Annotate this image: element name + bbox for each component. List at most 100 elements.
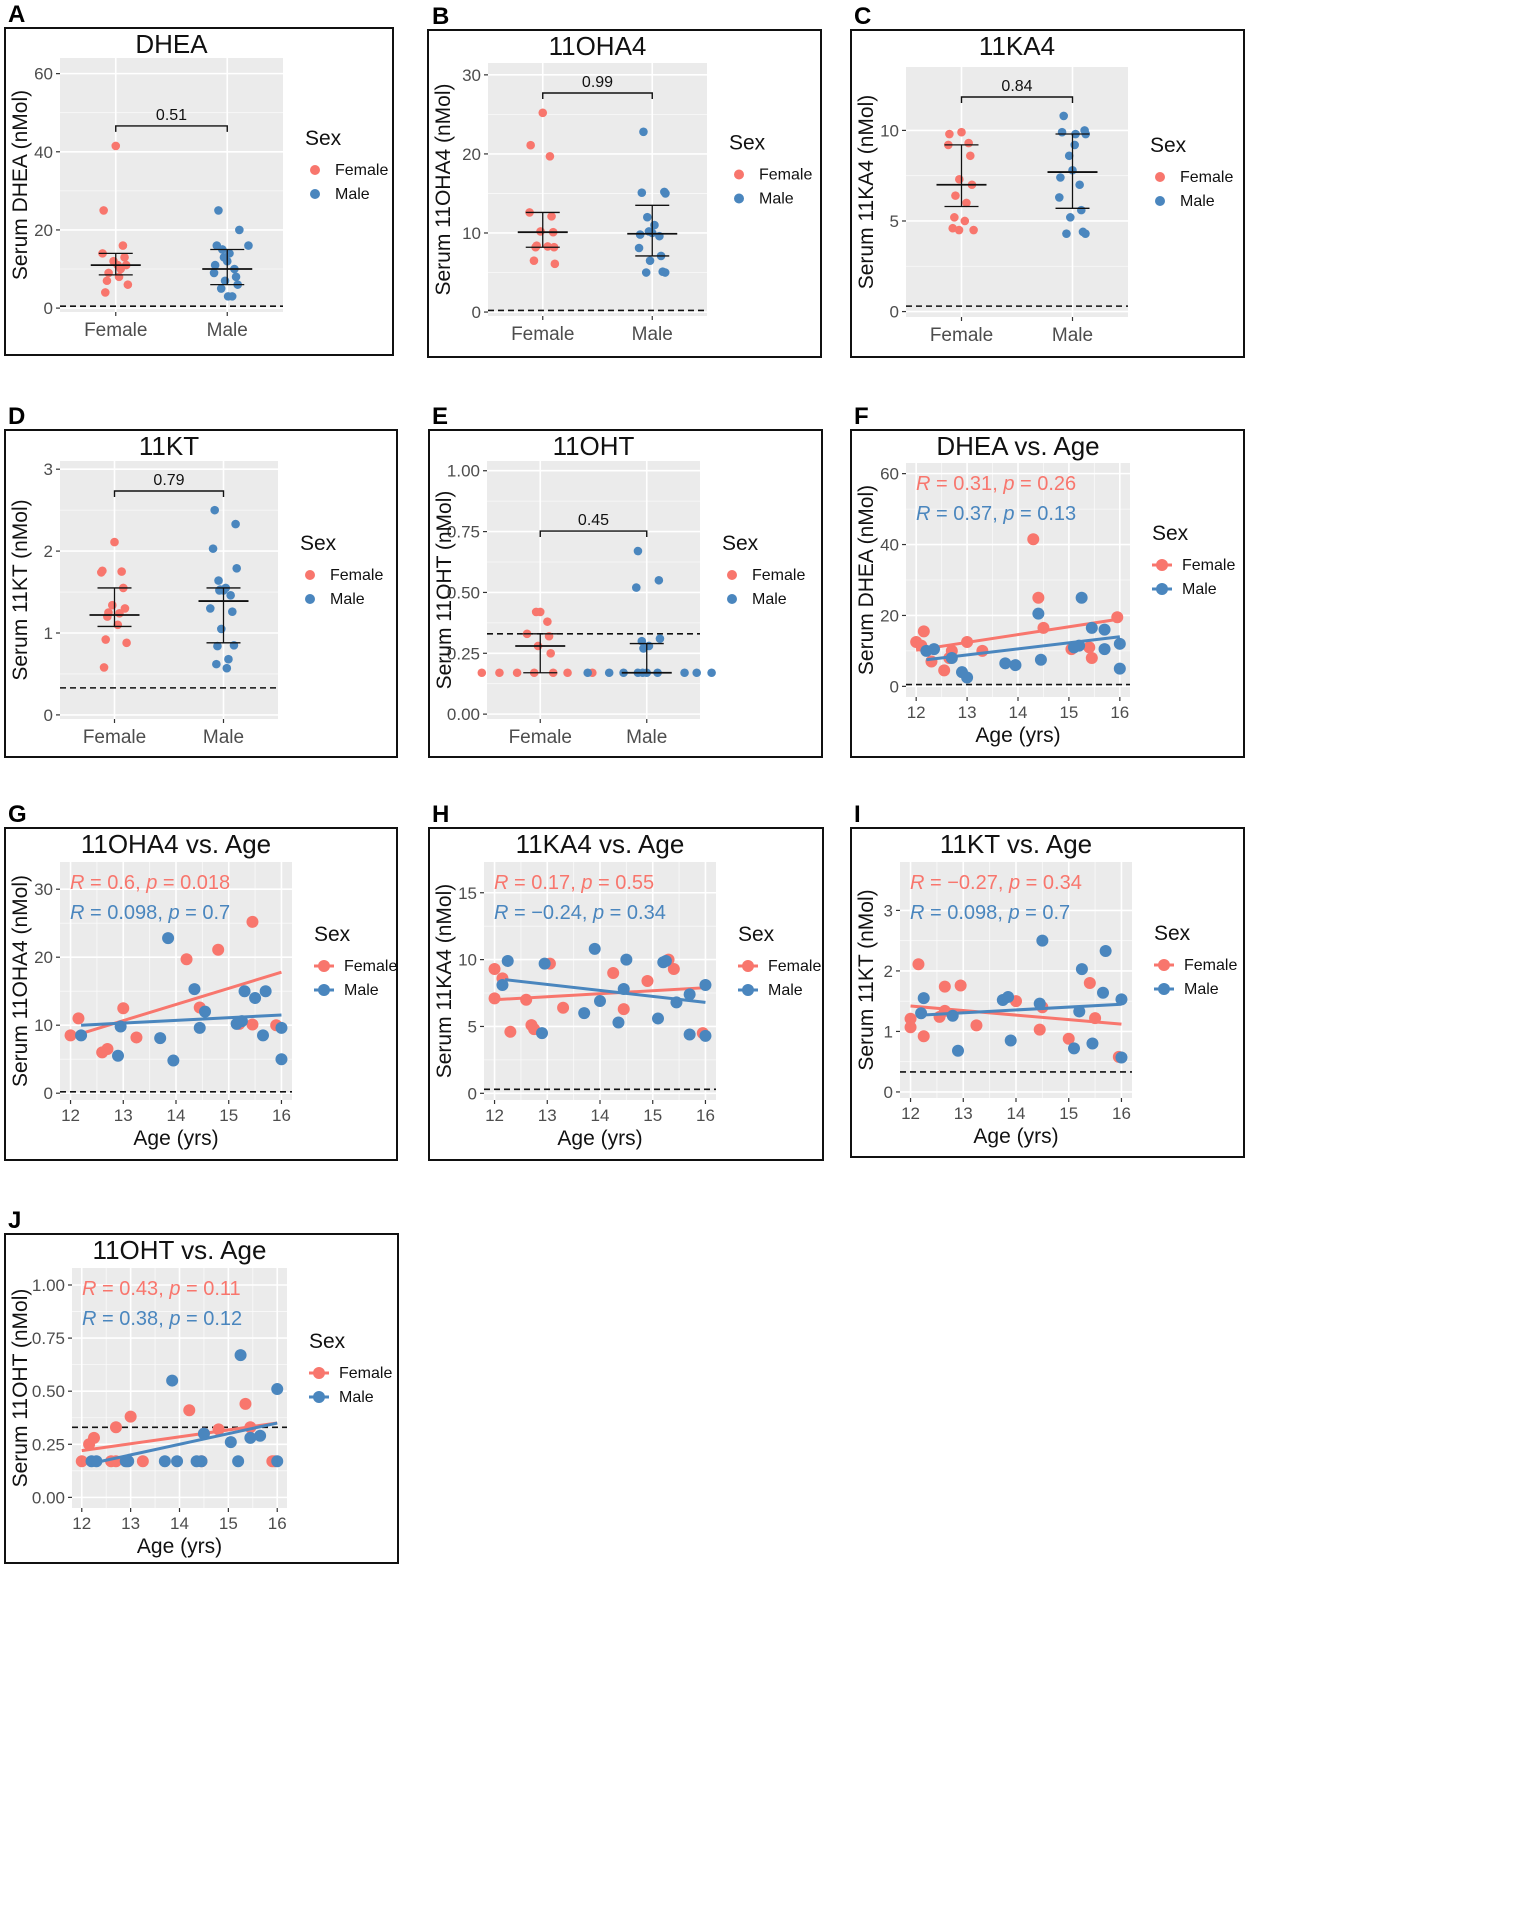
x-tick-label: 12 [907,703,926,722]
data-point-female [1032,591,1045,604]
data-point-female [545,151,555,161]
panel-label: G [8,801,27,828]
stat-value: 0.37 [953,503,992,525]
stat-text: = [1014,503,1037,525]
data-point-male [1055,193,1064,202]
data-point-female [531,607,541,617]
stat-text: R [916,503,930,525]
data-point-female [180,953,193,966]
data-point-female [520,993,533,1006]
x-axis-title: Age (yrs) [975,724,1060,747]
data-point-male [1009,659,1022,672]
regression-line-male [921,1002,1122,1017]
data-point-male [193,1021,206,1034]
correlation-label-female: R = 0.6, p = 0.018 [70,872,230,894]
correlation-label-female: R = −0.27, p = 0.34 [910,872,1082,894]
stat-text: = [180,1308,203,1330]
stat-text: , [998,872,1009,894]
x-tick-label: 15 [219,1514,238,1533]
legend-key-male [313,1391,325,1403]
y-tick-label: 2 [884,962,893,981]
x-axis-title: Age (yrs) [557,1127,642,1150]
legend-label: Male [344,982,379,999]
data-point-male [275,1021,288,1034]
data-point-male [659,954,672,967]
stat-text: R [70,872,84,894]
x-category-label: Male [207,320,248,341]
significance-bracket [960,96,1074,103]
stat-text: p [1002,503,1014,525]
stat-text: p [1007,902,1019,924]
legend-key-female [310,165,320,175]
data-point-male [639,644,648,653]
data-point-male [961,671,974,684]
data-point-male [259,985,272,998]
correlation-label-female: R = 0.43, p = 0.11 [82,1278,241,1300]
stat-value: 0.38 [119,1308,158,1330]
data-point-male [620,953,633,966]
panel-j: J 11OHT vs. Age 0.00 0.25 0.50 0.75 1.00 12 13 14… [4,1207,399,1564]
data-point-male [158,1455,171,1468]
stat-text: , [570,872,581,894]
data-point-female [1062,1032,1075,1045]
data-point-male [660,268,670,277]
stat-text: p [167,902,179,924]
x-tick-label: 13 [954,1104,973,1123]
stat-value: 0.55 [615,872,654,894]
data-point-male [224,654,233,664]
regression-line-female [494,986,706,1002]
legend-title: Sex [309,1330,346,1353]
x-category-label: Female [511,324,574,345]
correlation-label-male: R = 0.098, p = 0.7 [910,902,1070,924]
data-point-female [954,225,964,235]
y-tick-label: 0.50 [447,583,480,602]
p-value-label: 0.79 [153,472,184,489]
y-tick-label: 0 [468,1084,477,1103]
data-point-female [969,225,978,235]
data-point-female [950,213,959,222]
stat-text: , [157,902,168,924]
x-category-label: Female [930,325,993,346]
plot-background [60,58,283,312]
data-point-female [123,280,133,289]
x-tick-label: 14 [1007,1104,1026,1123]
data-point-male [188,983,201,996]
stat-text: R [916,473,930,495]
y-tick-label: 0.00 [447,705,480,724]
legend-key-male [727,594,737,604]
y-axis-title: Serum 11KA4 (nMol) [433,884,456,1079]
stat-value: 0.7 [1042,902,1070,924]
data-point-female [955,175,964,184]
panel-label: J [8,1207,21,1234]
plot-background [487,461,700,719]
correlation-label-male: R = 0.098, p = 0.7 [70,902,230,924]
legend-label: Male [1182,581,1217,598]
y-axis-title: Serum 11KA4 (nMol) [855,95,878,290]
data-point-female [960,216,970,226]
data-point-female [110,537,119,547]
stat-value: 0.098 [947,902,997,924]
stat-text: = [180,902,203,924]
y-axis-title: Serum 11KT (nMol) [9,499,32,680]
legend-label: Female [752,567,805,584]
data-point-male [1057,127,1067,137]
x-tick-label: 15 [1059,703,1078,722]
data-point-male [238,985,251,998]
legend-key-female [727,570,737,580]
stat-text: = [180,1278,203,1300]
data-point-female [212,943,225,956]
x-category-label: Male [632,324,673,345]
y-axis-title: Serum 11OHT (nMol) [9,1289,32,1488]
stat-text: p [168,1278,180,1300]
x-tick-label: 16 [1112,1104,1131,1123]
legend-label: Female [759,167,812,184]
data-point-female [951,191,960,200]
correlation-label-male: R = −0.24, p = 0.34 [494,902,666,924]
stat-text: p [580,872,592,894]
data-point-female [117,567,126,576]
data-point-female [970,1019,983,1032]
data-point-male [680,668,689,678]
data-point-female [116,264,125,274]
stat-text: = [84,902,107,924]
data-point-male [1002,990,1015,1003]
